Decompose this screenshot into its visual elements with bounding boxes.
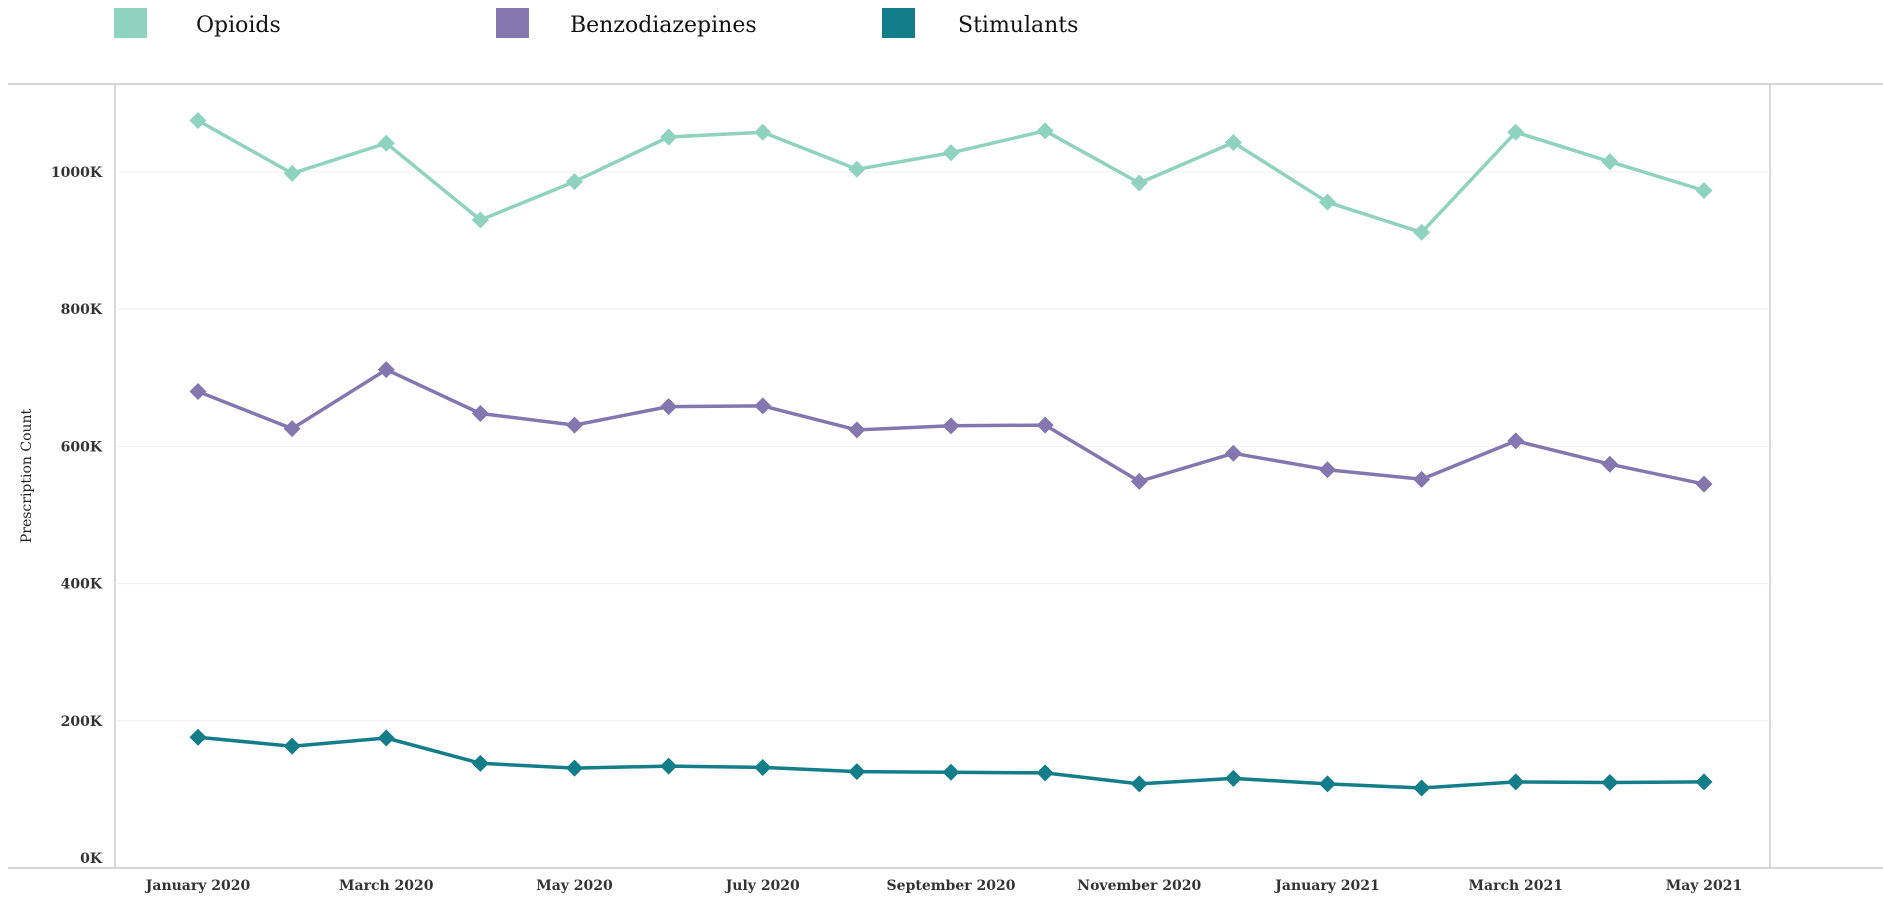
x-tick-label: January 2020 xyxy=(144,878,251,894)
data-point-opioids[interactable] xyxy=(189,112,207,130)
x-tick-label: May 2021 xyxy=(1666,878,1743,894)
legend-swatch-opioids xyxy=(114,8,147,38)
y-tick-label: 200K xyxy=(61,714,103,730)
y-tick-label: 0K xyxy=(80,851,103,867)
x-tick-label: September 2020 xyxy=(887,878,1016,894)
data-point-opioids[interactable] xyxy=(1036,122,1054,140)
y-tick-label: 800K xyxy=(61,302,103,318)
data-point-benzodiazepines[interactable] xyxy=(1319,461,1336,479)
series-benzodiazepines xyxy=(189,361,1713,493)
data-point-benzodiazepines[interactable] xyxy=(1413,470,1431,488)
legend-swatch-benzodiazepines xyxy=(496,8,529,38)
data-point-benzodiazepines[interactable] xyxy=(566,416,583,434)
legend-item-stimulants[interactable]: Stimulants xyxy=(882,8,1078,38)
data-point-benzodiazepines[interactable] xyxy=(660,398,678,416)
legend-label-stimulants: Stimulants xyxy=(958,13,1078,38)
data-point-opioids[interactable] xyxy=(848,160,866,178)
series-stimulants xyxy=(189,728,1713,797)
data-point-opioids[interactable] xyxy=(942,144,960,162)
data-point-benzodiazepines[interactable] xyxy=(377,361,395,379)
data-point-stimulants[interactable] xyxy=(1130,775,1148,793)
data-point-benzodiazepines[interactable] xyxy=(848,421,866,439)
data-point-opioids[interactable] xyxy=(1319,193,1336,211)
data-point-opioids[interactable] xyxy=(1507,123,1525,141)
y-tick-label: 1000K xyxy=(51,165,103,181)
data-point-stimulants[interactable] xyxy=(1507,773,1525,791)
data-point-stimulants[interactable] xyxy=(189,728,207,746)
data-point-stimulants[interactable] xyxy=(1413,779,1431,797)
series-layer xyxy=(189,112,1713,797)
data-point-opioids[interactable] xyxy=(754,123,772,141)
legend-label-opioids: Opioids xyxy=(196,13,281,38)
y-axis-title: Prescription Count xyxy=(19,408,35,543)
legend-label-benzodiazepines: Benzodiazepines xyxy=(570,13,757,38)
data-point-stimulants[interactable] xyxy=(942,763,960,781)
data-point-stimulants[interactable] xyxy=(1036,764,1054,782)
data-point-opioids[interactable] xyxy=(377,134,395,152)
data-point-benzodiazepines[interactable] xyxy=(283,420,301,438)
data-point-opioids[interactable] xyxy=(660,128,678,146)
series-line-opioids xyxy=(197,119,1705,235)
data-point-stimulants[interactable] xyxy=(1695,773,1713,791)
y-tick-label: 400K xyxy=(61,577,103,593)
data-point-stimulants[interactable] xyxy=(566,759,583,777)
data-point-opioids[interactable] xyxy=(566,173,583,191)
y-axis-ticks: 0K 200K 400K 600K 800K 1000K xyxy=(51,165,103,867)
data-point-stimulants[interactable] xyxy=(660,757,678,775)
data-point-benzodiazepines[interactable] xyxy=(942,417,960,435)
data-point-benzodiazepines[interactable] xyxy=(1601,455,1619,473)
data-point-stimulants[interactable] xyxy=(283,737,301,755)
data-point-benzodiazepines[interactable] xyxy=(471,404,489,422)
data-point-stimulants[interactable] xyxy=(848,763,866,781)
data-point-stimulants[interactable] xyxy=(1319,775,1336,793)
data-point-stimulants[interactable] xyxy=(1601,774,1619,792)
y-gridlines xyxy=(115,171,1770,722)
x-tick-label: July 2020 xyxy=(724,878,800,894)
legend-item-opioids[interactable]: Opioids xyxy=(114,8,281,38)
x-tick-label: March 2021 xyxy=(1469,878,1564,894)
x-tick-label: November 2020 xyxy=(1077,878,1201,894)
data-point-benzodiazepines[interactable] xyxy=(189,383,207,401)
data-point-opioids[interactable] xyxy=(1224,134,1242,152)
data-point-opioids[interactable] xyxy=(471,211,489,229)
data-point-opioids[interactable] xyxy=(1695,182,1713,200)
x-axis-ticks: January 2020 March 2020 May 2020 July 2020 S… xyxy=(144,878,1743,894)
data-point-benzodiazepines[interactable] xyxy=(1507,432,1525,450)
data-point-benzodiazepines[interactable] xyxy=(1036,416,1054,434)
data-point-benzodiazepines[interactable] xyxy=(1224,444,1242,462)
data-point-stimulants[interactable] xyxy=(754,758,772,776)
x-tick-label: May 2020 xyxy=(536,878,613,894)
series-opioids xyxy=(189,112,1713,241)
data-point-opioids[interactable] xyxy=(1130,174,1148,192)
data-point-stimulants[interactable] xyxy=(377,729,395,747)
y-tick-label: 600K xyxy=(61,439,103,455)
data-point-benzodiazepines[interactable] xyxy=(754,397,772,415)
plot-frame xyxy=(8,83,1883,869)
data-point-opioids[interactable] xyxy=(283,164,301,182)
x-tick-label: January 2021 xyxy=(1273,878,1379,894)
data-point-benzodiazepines[interactable] xyxy=(1695,475,1713,493)
data-point-stimulants[interactable] xyxy=(1224,769,1242,787)
legend-item-benzodiazepines[interactable]: Benzodiazepines xyxy=(496,8,757,38)
data-point-opioids[interactable] xyxy=(1413,223,1431,241)
data-point-opioids[interactable] xyxy=(1601,153,1619,171)
x-tick-label: March 2020 xyxy=(339,878,434,894)
legend-swatch-stimulants xyxy=(882,8,915,38)
data-point-stimulants[interactable] xyxy=(471,754,489,772)
data-point-benzodiazepines[interactable] xyxy=(1130,472,1148,490)
chart-legend: Opioids Benzodiazepines Stimulants xyxy=(114,8,1078,38)
